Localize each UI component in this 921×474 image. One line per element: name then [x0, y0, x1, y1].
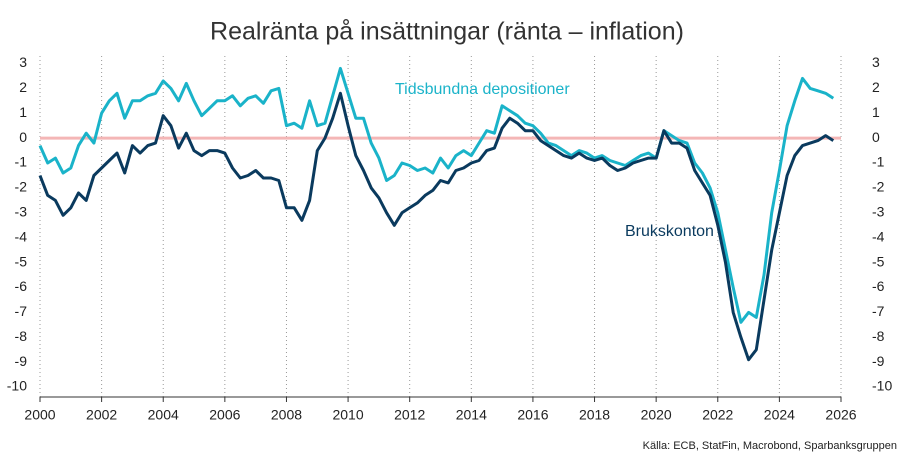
y2-tick-label: -3 [872, 204, 885, 220]
y-tick-label: 0 [19, 129, 27, 145]
chart-title: Realränta på insättningar (ränta – infla… [210, 18, 684, 46]
y-tick-label: -8 [15, 328, 28, 344]
y-tick-label: 1 [19, 104, 27, 120]
x-tick-label: 2004 [148, 407, 179, 423]
y-tick-label: -1 [15, 154, 28, 170]
x-tick-label: 2002 [86, 407, 117, 423]
x-tick-label: 2020 [641, 407, 672, 423]
y2-tick-label: 3 [872, 54, 880, 70]
y2-tick-label: -8 [872, 328, 885, 344]
source: Källa: ECB, StatFin, Macrobond, Sparbank… [643, 440, 897, 452]
x-tick-label: 2016 [517, 407, 548, 423]
x-tick-label: 2008 [271, 407, 302, 423]
y-tick-label: -5 [15, 253, 28, 269]
y-tick-label: -10 [7, 378, 27, 394]
x-tick-label: 2000 [24, 407, 55, 423]
y2-tick-label: 1 [872, 104, 880, 120]
x-tick-label: 2012 [394, 407, 425, 423]
x-tick-label: 2006 [209, 407, 240, 423]
x-tick-label: 2010 [332, 407, 363, 423]
y2-tick-label: -10 [872, 378, 892, 394]
y2-tick-label: 2 [872, 79, 880, 95]
y-tick-label: 2 [19, 79, 27, 95]
y-tick-label: -9 [15, 353, 28, 369]
series-line [38, 91, 835, 362]
y2-tick-label: -4 [872, 228, 885, 244]
y2-tick-label: -9 [872, 353, 885, 369]
y2-tick-label: -5 [872, 253, 885, 269]
y-tick-label: -4 [15, 228, 28, 244]
y-tick-label: 3 [19, 54, 27, 70]
y2-tick-label: -7 [872, 303, 885, 319]
x-tick-label: 2024 [764, 407, 795, 423]
y-tick-label: -2 [15, 179, 28, 195]
x-tick-label: 2026 [825, 407, 856, 423]
y2-tick-label: 0 [872, 129, 880, 145]
y2-tick-label: -2 [872, 179, 885, 195]
x-tick-label: 2018 [579, 407, 610, 423]
y2-tick-label: -6 [872, 278, 885, 294]
x-tick-label: 2022 [702, 407, 733, 423]
annotation: Tidsbundna depositioner [395, 81, 570, 98]
series-line [38, 66, 835, 324]
y-tick-label: -6 [15, 278, 28, 294]
y-tick-label: -3 [15, 204, 28, 220]
annotation: Brukskonton [625, 223, 714, 240]
y2-tick-label: -1 [872, 154, 885, 170]
x-tick-label: 2014 [456, 407, 487, 423]
y-tick-label: -7 [15, 303, 28, 319]
